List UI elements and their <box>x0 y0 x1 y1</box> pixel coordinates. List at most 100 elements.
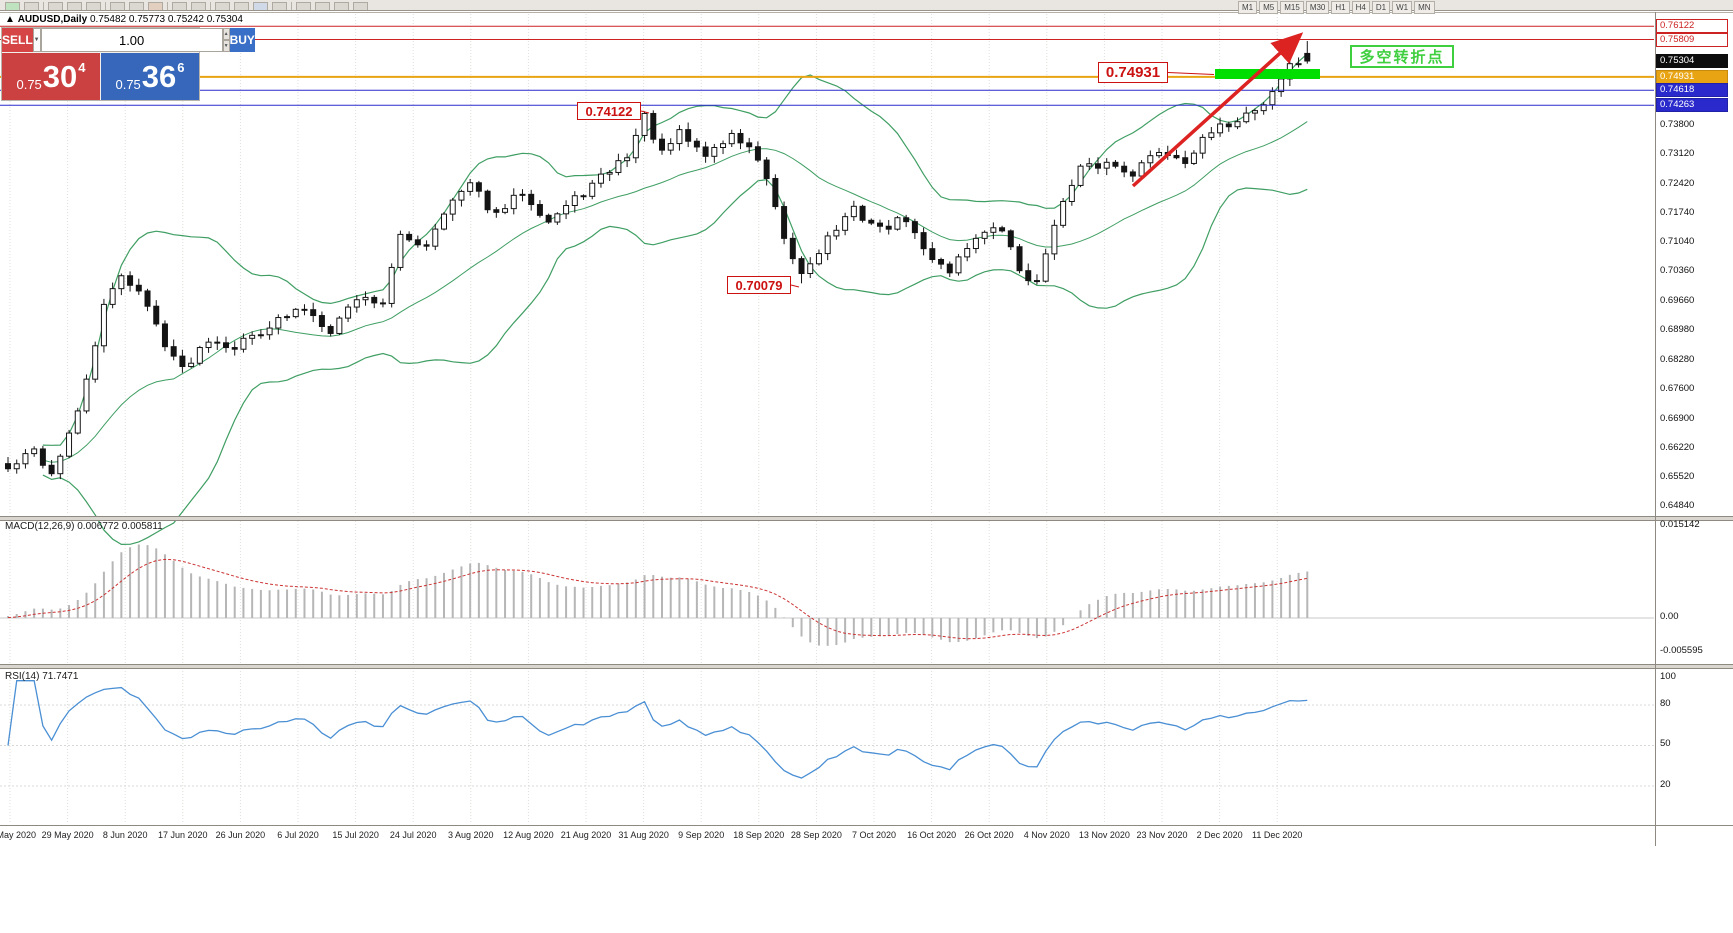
price-badge-0.74263: 0.74263 <box>1656 98 1728 113</box>
volume-stepper[interactable]: ▲ ▼ <box>222 28 230 52</box>
ohlc-low: 0.75242 <box>167 14 204 25</box>
chart-bars-icon[interactable] <box>48 2 63 10</box>
date-axis-label: 26 Oct 2020 <box>964 830 1014 840</box>
rsi-axis-label: 80 <box>1660 698 1671 709</box>
macd-axis-label: 0.00 <box>1660 611 1679 622</box>
date-axis-label: 6 Jul 2020 <box>277 830 319 840</box>
buy-price-display[interactable]: 0.75 36 6 <box>101 53 199 100</box>
volume-input[interactable] <box>40 28 223 52</box>
toolbar-separator <box>210 2 211 10</box>
callout-tail <box>640 110 650 114</box>
buy-button[interactable]: BUY <box>229 28 255 52</box>
date-axis-label: 9 Sep 2020 <box>678 830 725 840</box>
price-axis-label: 0.64840 <box>1660 500 1695 512</box>
price-badge-0.75304: 0.75304 <box>1656 54 1728 68</box>
auto-trading-icon[interactable] <box>148 2 163 10</box>
chart-line-icon[interactable] <box>86 2 101 10</box>
price-axis-label: 0.68980 <box>1660 324 1695 336</box>
rsi-axis-label: 100 <box>1660 671 1676 682</box>
ohlc-high: 0.75773 <box>128 14 166 25</box>
navigator-icon[interactable] <box>315 2 330 10</box>
date-axis-label: 15 Jul 2020 <box>332 830 379 840</box>
rsi-indicator-label: RSI(14) 71.7471 <box>5 671 79 682</box>
chart-marker-icon: ▲ <box>5 14 18 25</box>
date-axis-label: 4 Nov 2020 <box>1023 830 1070 840</box>
timeframe-button-m5[interactable]: M5 <box>1259 1 1279 14</box>
date-axis-label: 16 Oct 2020 <box>907 830 957 840</box>
templates-icon[interactable] <box>272 2 287 10</box>
new-order-icon[interactable] <box>5 2 20 10</box>
support-zone-highlight[interactable] <box>1215 69 1320 79</box>
horizontal-price-lines[interactable] <box>0 25 1654 106</box>
date-axis-label: 20 May 2020 <box>0 830 37 840</box>
timeframe-button-m30[interactable]: M30 <box>1305 1 1330 14</box>
buy-price-pip: 6 <box>177 60 185 75</box>
ohlc-close: 0.75304 <box>206 14 243 25</box>
trend-arrow[interactable] <box>1131 32 1304 188</box>
price-badge-0.74931: 0.74931 <box>1656 69 1728 84</box>
toolbar <box>0 0 1733 11</box>
date-axis-label: 13 Nov 2020 <box>1078 830 1130 840</box>
new-chart-icon[interactable] <box>172 2 187 10</box>
rsi-pane-graphics <box>0 680 1654 787</box>
timeframe-button-d1[interactable]: D1 <box>1371 1 1391 14</box>
price-axis-label: 0.66900 <box>1660 412 1695 424</box>
chart-symbol-header: ▲ AUDUSD,Daily 0.75482 0.75773 0.75242 0… <box>5 14 243 25</box>
sell-button[interactable]: SELL <box>2 28 33 52</box>
price-axis-label: 0.70360 <box>1660 265 1695 277</box>
timeframe-button-m1[interactable]: M1 <box>1238 1 1258 14</box>
timeframe-button-h4[interactable]: H4 <box>1351 1 1370 14</box>
volume-dropdown-icon[interactable]: ▼ <box>32 28 41 52</box>
zoom-out-icon[interactable] <box>129 2 144 10</box>
pane-splitter-rsi[interactable] <box>0 664 1733 669</box>
timeframe-button-mn[interactable]: MN <box>1414 1 1435 14</box>
price-callout-0.74931: 0.74931 <box>1098 62 1168 83</box>
date-axis-label: 18 Sep 2020 <box>733 830 785 840</box>
price-badge-0.75809: 0.75809 <box>1656 32 1728 47</box>
one-click-trading-panel: SELL ▼ ▲ ▼ BUY 0.75 30 4 0.75 36 6 <box>1 27 255 101</box>
pane-splitter-macd[interactable] <box>0 516 1733 521</box>
terminal-icon[interactable] <box>334 2 349 10</box>
callout-tail <box>1167 72 1215 75</box>
price-badge-0.76122: 0.76122 <box>1656 19 1728 34</box>
price-axis-label: 0.71040 <box>1660 236 1695 248</box>
sell-price-pip: 4 <box>78 60 86 75</box>
date-axis-label: 29 May 2020 <box>41 830 94 840</box>
zoom-in-icon[interactable] <box>110 2 125 10</box>
periods-icon[interactable] <box>296 2 311 10</box>
toolbar-separator <box>105 2 106 10</box>
toolbar-separator <box>291 2 292 10</box>
chart-candles-icon[interactable] <box>67 2 82 10</box>
charts-cascade-icon[interactable] <box>24 2 39 10</box>
strategy-tester-icon[interactable] <box>353 2 368 10</box>
date-axis-label: 3 Aug 2020 <box>448 830 494 840</box>
crosshair-icon[interactable] <box>215 2 230 10</box>
timeframe-button-h1[interactable]: H1 <box>1331 1 1350 14</box>
volume-down-icon[interactable]: ▼ <box>222 40 230 52</box>
timeframe-button-w1[interactable]: W1 <box>1392 1 1413 14</box>
price-axis-label: 0.71740 <box>1660 206 1695 218</box>
indicators-icon[interactable] <box>253 2 268 10</box>
buy-price-prefix: 0.75 <box>115 77 141 92</box>
rsi-line <box>7 680 1308 779</box>
macd-indicator-label: MACD(12,26,9) 0.006772 0.005811 <box>5 521 163 532</box>
toolbar-separator <box>43 2 44 10</box>
rsi-axis-label: 20 <box>1660 779 1671 790</box>
cursor-icon[interactable] <box>234 2 249 10</box>
buy-price-big: 36 <box>141 59 177 94</box>
date-axis-label: 28 Sep 2020 <box>790 830 842 840</box>
profiles-icon[interactable] <box>191 2 206 10</box>
sell-price-display[interactable]: 0.75 30 4 <box>2 53 100 100</box>
price-axis-separator <box>1655 12 1656 846</box>
price-axis-label: 0.67600 <box>1660 382 1695 394</box>
price-axis-label: 0.73120 <box>1660 147 1695 159</box>
sell-price-prefix: 0.75 <box>16 77 42 92</box>
annotation-note: 多空转折点 <box>1350 45 1454 68</box>
price-axis-label: 0.73800 <box>1660 119 1695 130</box>
macd-axis-label: 0.015142 <box>1660 519 1700 530</box>
volume-up-icon[interactable]: ▲ <box>222 28 230 40</box>
date-axis-label: 21 Aug 2020 <box>560 830 612 840</box>
toolbar-separator <box>167 2 168 10</box>
timeframe-button-m15[interactable]: M15 <box>1280 1 1304 14</box>
